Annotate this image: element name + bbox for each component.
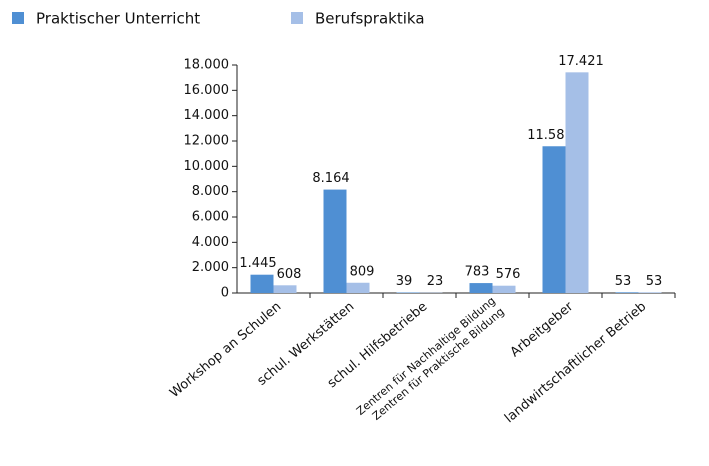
x-tick-label: Arbeitgeber [508,299,577,360]
y-tick-label: 0 [221,286,229,301]
value-label: 23 [427,274,444,289]
y-tick-label: 18.000 [184,58,230,73]
bar [346,282,370,293]
y-tick-label: 6.000 [192,210,229,225]
value-label: 17.421 [558,54,604,69]
value-label: 809 [350,264,375,279]
value-label: 53 [646,274,663,289]
y-tick-label: 4.000 [192,235,229,250]
bar [250,274,274,293]
y-tick-label: 14.000 [184,108,230,123]
x-tick-label: landwirtschaftlicher Betrieb [502,299,649,426]
bar [638,292,662,293]
bar [615,292,639,293]
value-label: 8.164 [312,171,349,186]
y-tick-label: 10.000 [184,159,230,174]
bar [542,146,566,293]
value-label: 53 [615,274,632,289]
value-label: 11.585 [527,128,573,143]
y-tick-label: 2.000 [192,260,229,275]
bar [469,283,493,293]
legend-swatch [291,12,303,24]
bar [323,189,347,293]
value-label: 608 [277,267,302,282]
value-label: 783 [465,265,490,280]
y-tick-label: 8.000 [192,184,229,199]
bar [492,285,516,293]
bar [565,72,589,293]
legend-swatch [12,12,24,24]
value-label: 576 [496,267,521,282]
value-label: 39 [396,274,413,289]
x-tick-label: Zentren für Praktische Bildung [370,305,507,423]
bar [273,285,297,293]
y-tick-label: 12.000 [184,134,230,149]
y-tick-label: 16.000 [184,83,230,98]
value-label: 1.445 [239,256,276,271]
legend-label: Berufspraktika [315,10,425,28]
legend-label: Praktischer Unterricht [36,10,200,28]
